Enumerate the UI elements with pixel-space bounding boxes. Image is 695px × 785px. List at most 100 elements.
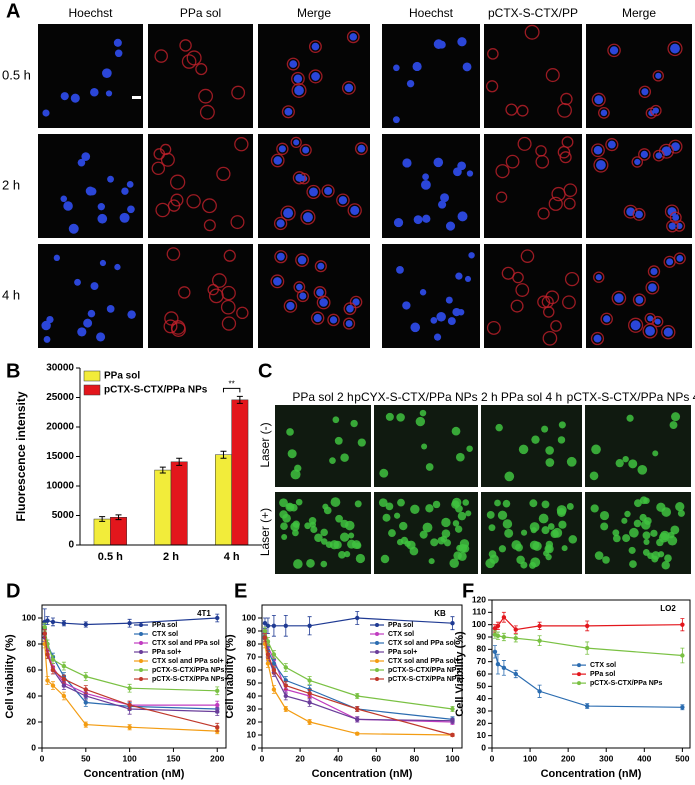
panel-letter: F (462, 580, 474, 602)
legend-label: CTX sol and PPa sol (152, 640, 220, 647)
micrograph (484, 244, 582, 348)
cell-membrane (647, 265, 661, 278)
cell-membrane (652, 315, 664, 328)
x-tick-label: 150 (166, 753, 180, 763)
cell-membrane (313, 286, 327, 299)
cell (516, 555, 525, 565)
cell-membrane (548, 196, 563, 211)
point (584, 645, 590, 651)
nucleus (273, 156, 282, 165)
point (450, 621, 455, 626)
cell (304, 522, 312, 530)
cell-membrane (171, 322, 186, 337)
nucleus (402, 301, 411, 310)
cell-membrane (234, 137, 249, 152)
cell-membrane (560, 92, 573, 106)
point (495, 633, 501, 638)
cell (664, 554, 672, 563)
legend-marker (375, 623, 379, 627)
legend-marker (577, 672, 581, 677)
y-tick-label: 30000 (46, 363, 74, 374)
nucleus (349, 33, 357, 41)
cell (388, 529, 396, 537)
nucleus (338, 196, 348, 205)
nucleus (286, 301, 295, 311)
cell-membrane (347, 203, 362, 218)
nucleus (345, 320, 353, 327)
error-bar (236, 395, 243, 404)
row-label: Laser (-) (258, 422, 272, 467)
row-label: 4 h (2, 287, 20, 302)
cell (667, 531, 675, 539)
cell-membrane (281, 105, 295, 119)
cell (615, 459, 624, 468)
cell (455, 452, 465, 462)
bar (231, 399, 249, 546)
nucleus (457, 211, 468, 222)
y-tick-label: 60 (477, 668, 487, 678)
annotation: ** (229, 379, 235, 388)
line (44, 637, 218, 713)
legend-label: PPa sol+ (388, 649, 417, 656)
cell (658, 532, 669, 543)
point (215, 615, 220, 621)
cell (486, 510, 495, 519)
y-tick-label: 20000 (46, 422, 74, 433)
point (271, 652, 277, 657)
cell-membrane (495, 191, 508, 203)
y-tick-label: 80 (247, 638, 257, 648)
point (307, 700, 312, 705)
cell (647, 552, 654, 560)
legend-label: CTX sol and PPa sol+ (152, 658, 224, 665)
point (262, 635, 268, 640)
point (680, 653, 685, 658)
cell-membrane (658, 143, 674, 159)
cell-membrane (336, 193, 350, 208)
cell (561, 545, 568, 552)
nucleus (593, 145, 603, 155)
nucleus (311, 72, 320, 81)
cell-membrane (195, 63, 208, 76)
nucleus (668, 222, 676, 230)
cell (441, 517, 451, 528)
cell-membrane (520, 249, 535, 263)
cell (520, 529, 528, 536)
point (50, 657, 56, 662)
cell-membrane (495, 164, 510, 179)
y-axis-label: Cell viability (%) (224, 634, 236, 719)
y-axis-label: Fluorescence intensity (14, 391, 28, 521)
cell-membrane (163, 319, 178, 334)
legend-marker (139, 677, 143, 681)
point (215, 725, 220, 730)
legend-label: pCTX-S-CTX/PPa NPs (388, 667, 460, 674)
x-tick-label: 60 (372, 753, 382, 763)
cell (309, 521, 316, 528)
line (494, 633, 683, 657)
cell (612, 529, 620, 537)
plot-frame (491, 599, 691, 749)
legend-marker (139, 650, 143, 654)
cell (661, 507, 672, 517)
cell-membrane (273, 216, 288, 231)
x-tick-label: 100 (445, 753, 459, 763)
x-tick-label: 0 (40, 753, 45, 763)
nucleus (102, 68, 112, 79)
nucleus (654, 318, 661, 325)
nucleus (652, 107, 659, 114)
cell (415, 416, 426, 427)
legend-marker (139, 659, 143, 663)
cell (329, 540, 340, 550)
nucleus (114, 263, 121, 271)
cell-membrane (270, 274, 285, 289)
legend-label: CTX sol and PPa sol (388, 640, 456, 647)
cell-membrane (291, 71, 305, 86)
cell (466, 445, 473, 452)
cell-membrane (166, 247, 181, 261)
point (307, 691, 312, 696)
cell (325, 541, 333, 549)
point (83, 674, 89, 679)
nucleus (445, 221, 456, 231)
cell-membrane (564, 271, 580, 287)
nucleus (299, 292, 307, 300)
cell-membrane (220, 299, 236, 315)
